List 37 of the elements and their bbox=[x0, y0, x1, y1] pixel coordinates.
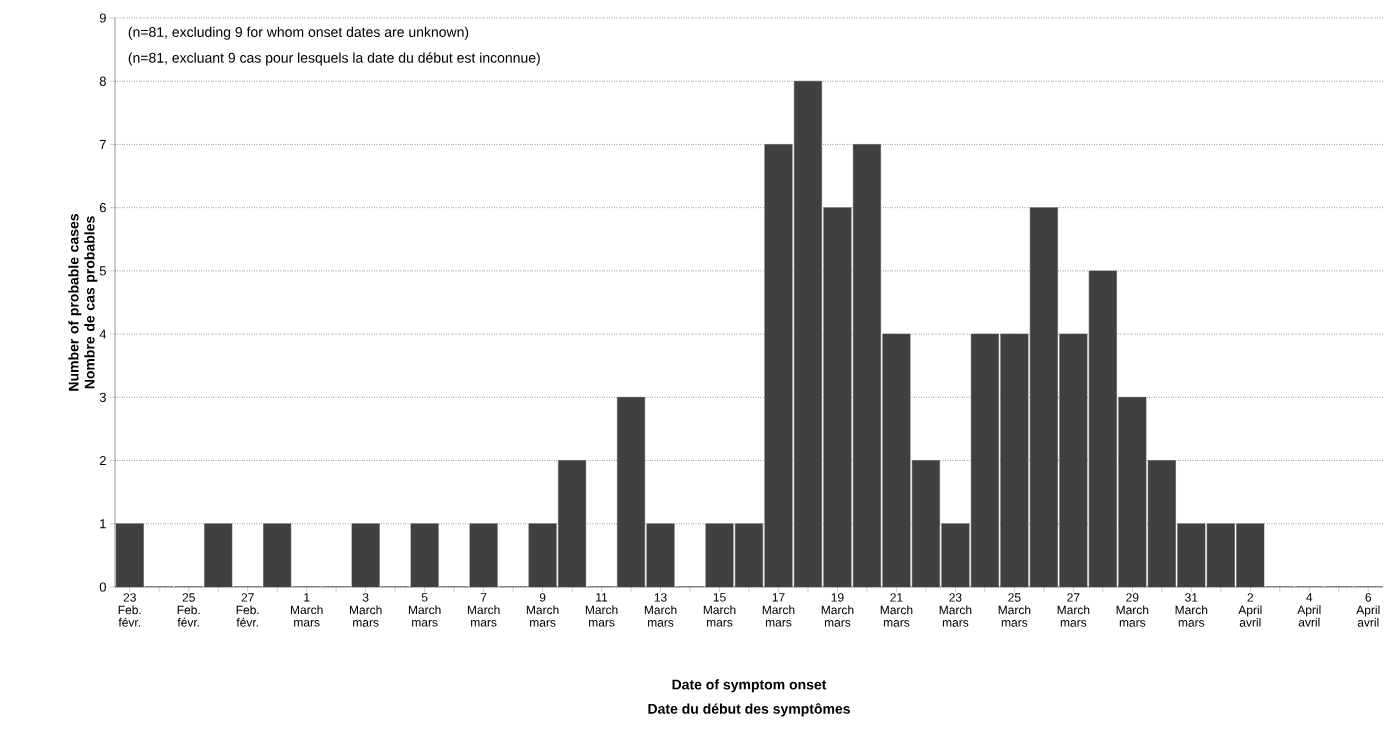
x-tick-label: 27 Feb. févr. bbox=[236, 593, 259, 627]
x-tick-label: 23 March mars bbox=[939, 593, 972, 627]
x-tick-label: 19 March mars bbox=[821, 593, 854, 627]
x-tick-label: 25 Feb. févr. bbox=[177, 593, 200, 627]
annotation: (n=81, excluding 9 for whom onset dates are unknown) bbox=[128, 26, 469, 40]
y-tick-label: 1 bbox=[100, 519, 106, 529]
x-tick-label: 27 March mars bbox=[1057, 593, 1090, 627]
x-tick-label: 9 March mars bbox=[526, 593, 559, 627]
x-tick-label: 6 April avril bbox=[1356, 593, 1380, 627]
y-tick-label: 7 bbox=[99, 139, 106, 149]
x-tick-label: 11 March mars bbox=[585, 593, 618, 627]
y-tick-label: 5 bbox=[99, 266, 106, 276]
y-tick-label: 6 bbox=[99, 203, 106, 213]
y-axis-title: Number of probable cases Nombre de cas probables bbox=[68, 214, 98, 391]
x-tick-label: 2 April avril bbox=[1238, 593, 1262, 627]
x-tick-label: 17 March mars bbox=[762, 593, 795, 627]
x-tick-label: 29 March mars bbox=[1116, 593, 1149, 627]
x-tick-label: 25 March mars bbox=[998, 593, 1031, 627]
x-tick-label: 31 March mars bbox=[1175, 593, 1208, 627]
annotation: (n=81, excluant 9 cas pour lesquels la date du début est inconnue) bbox=[128, 52, 540, 66]
y-tick-label: 3 bbox=[99, 392, 106, 402]
x-tick-label: 5 March mars bbox=[408, 593, 441, 627]
y-tick-label: 8 bbox=[99, 76, 106, 86]
x-axis-title: Date of symptom onset bbox=[672, 679, 827, 693]
y-tick-label: 2 bbox=[99, 456, 106, 466]
x-tick-label: 1 March mars bbox=[290, 593, 323, 627]
text: Date du début des symptômes bbox=[648, 703, 850, 717]
x-tick-label: 7 March mars bbox=[467, 593, 500, 627]
x-tick-label: 4 April avril bbox=[1297, 593, 1321, 627]
x-tick-label: 13 March mars bbox=[644, 593, 677, 627]
y-tick-label: 4 bbox=[99, 329, 107, 339]
x-tick-label: 23 Feb. févr. bbox=[118, 593, 141, 627]
x-tick-label: 15 March mars bbox=[703, 593, 736, 627]
x-tick-label: 3 March mars bbox=[349, 593, 382, 627]
x-tick-label: 21 March mars bbox=[880, 593, 913, 627]
y-tick-label: 0 bbox=[99, 582, 106, 592]
y-tick-label: 9 bbox=[99, 13, 106, 23]
